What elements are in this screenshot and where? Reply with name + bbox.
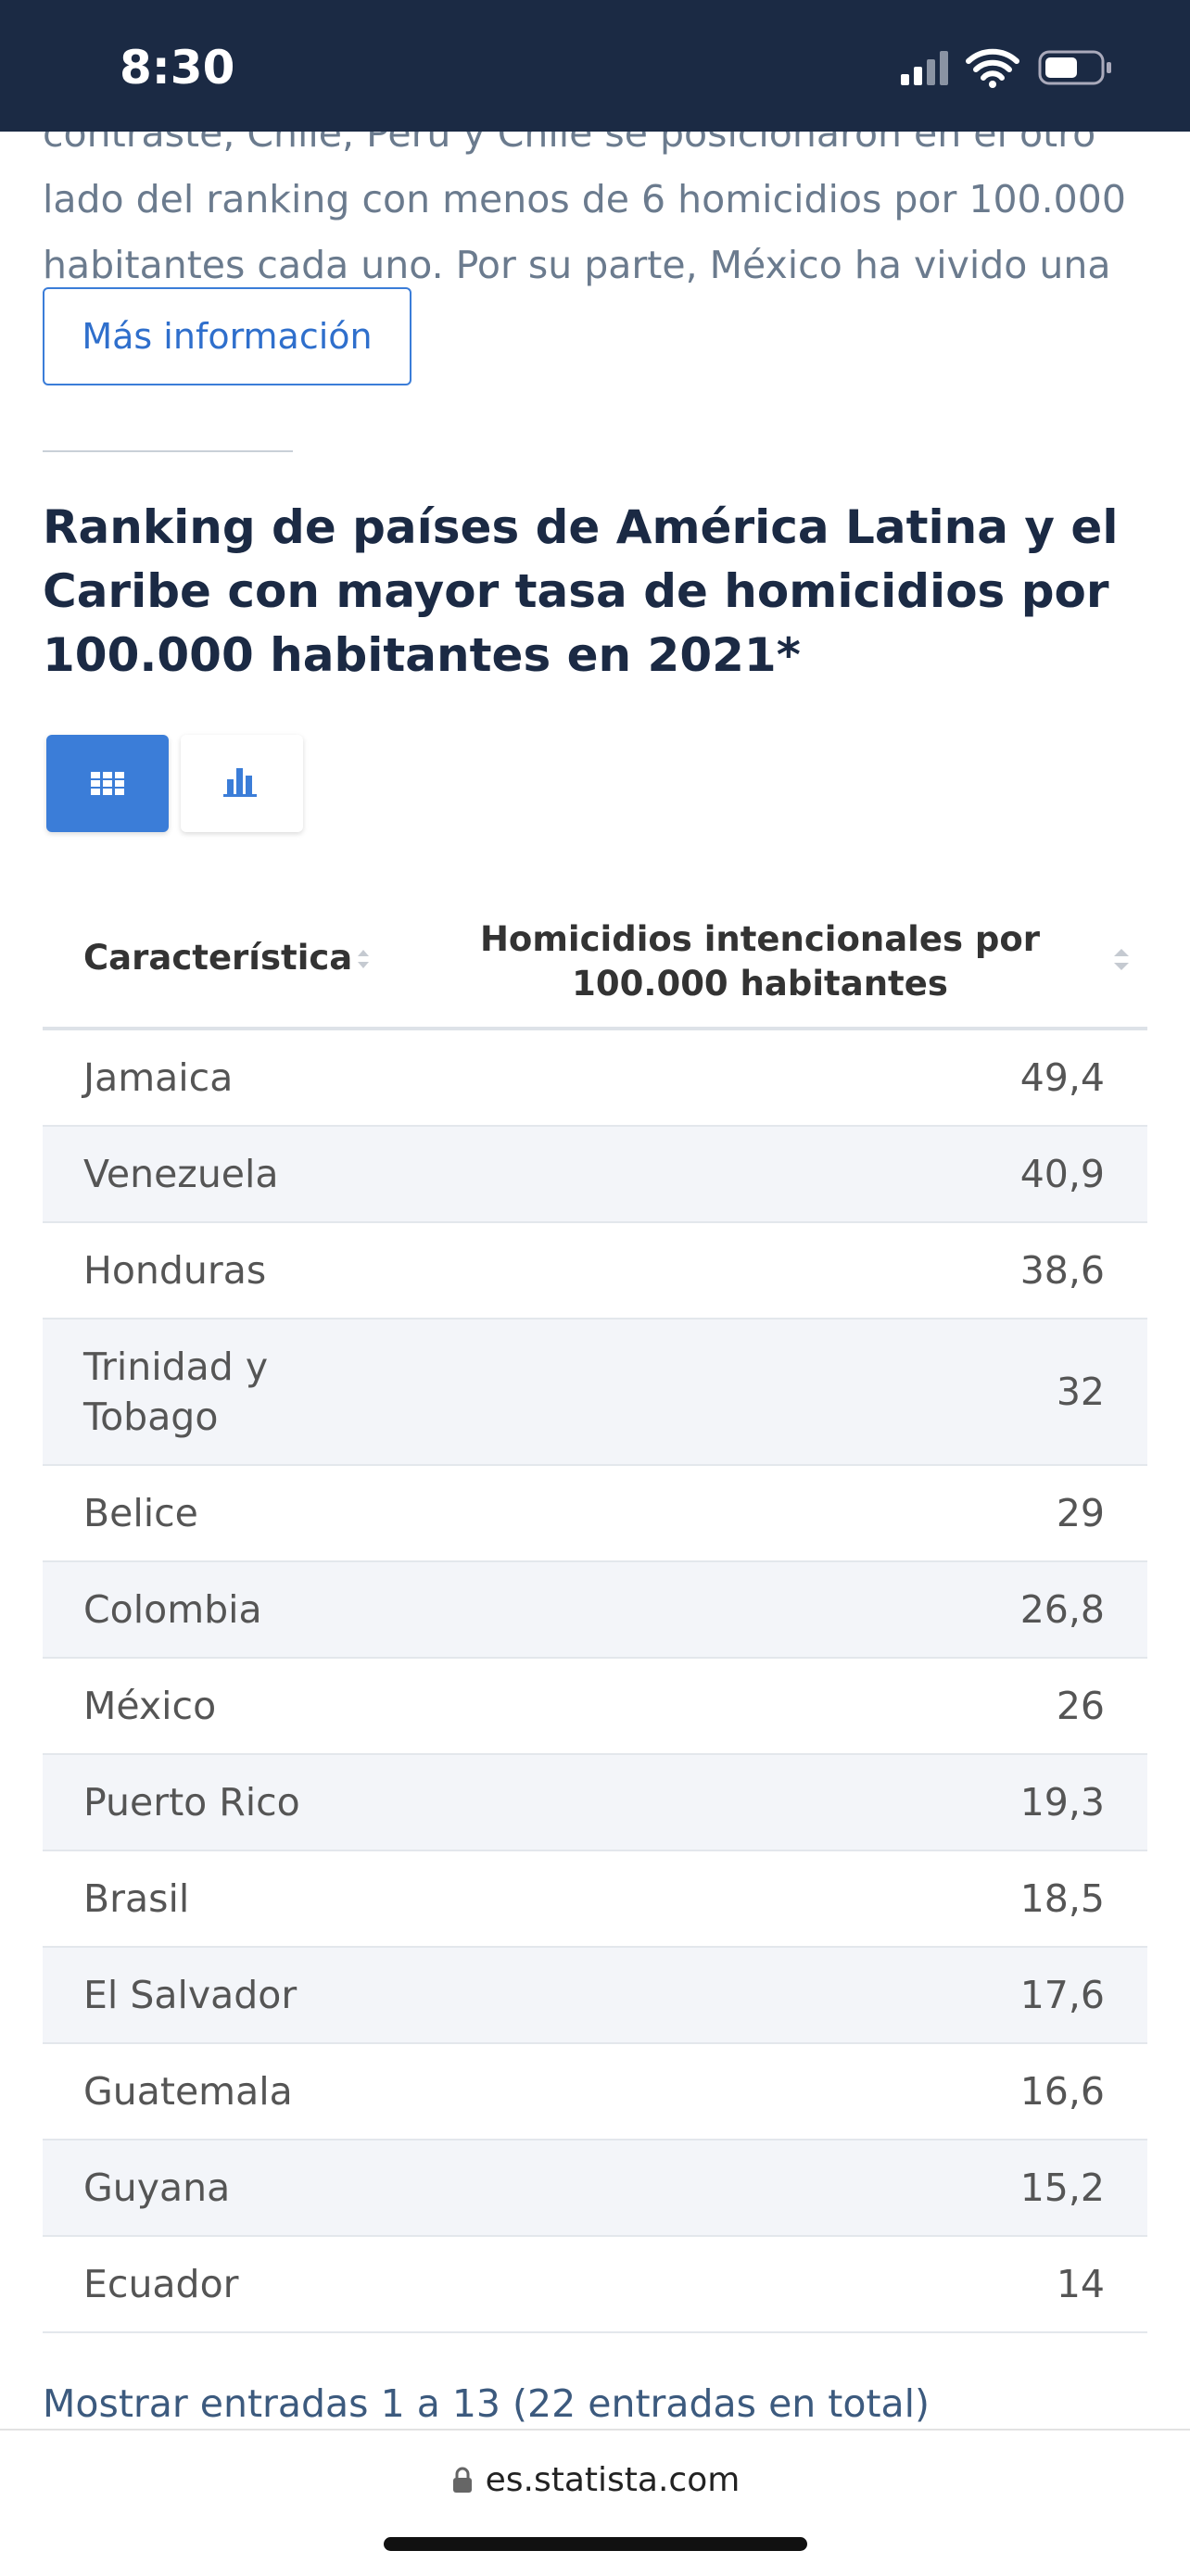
text-line: habitantes cada uno. Por su parte, Méxic… [43,243,1111,287]
entries-info: Mostrar entradas 1 a 13 (22 entradas en … [43,2381,930,2426]
table-row: Venezuela 40,9 [43,1127,1147,1223]
text-line: lado del ranking con menos de 6 homicidi… [43,177,1126,221]
table-row: Jamaica 49,4 [43,1030,1147,1127]
rate: 49,4 [1019,1055,1105,1100]
header-text: Homicidios intencionales por 100.000 hab… [479,919,1041,1004]
table-view-toggle[interactable] [46,735,169,832]
status-bar: 8:30 [0,0,1190,132]
browser-bar [0,2429,1190,2576]
country: El Salvador [83,1973,298,2017]
rate: 15,2 [1019,2166,1105,2210]
table-row: Trinidad y Tobago 32 [43,1320,1147,1466]
grid-icon [91,772,124,795]
country: Belice [83,1491,198,1535]
table-row: Guyana 15,2 [43,2140,1147,2237]
rate: 40,9 [1019,1152,1105,1196]
country: Guatemala [83,2069,293,2114]
url-text: es.statista.com [485,2461,741,2499]
country: Guyana [83,2166,231,2210]
more-info-button[interactable]: Más información [43,287,411,385]
country: Venezuela [83,1152,279,1196]
country: Colombia [83,1587,262,1632]
table-row: Puerto Rico 19,3 [43,1755,1147,1851]
rate: 16,6 [1019,2069,1105,2114]
home-indicator [384,2537,807,2551]
rate: 26 [1056,1684,1105,1728]
rate: 17,6 [1019,1973,1105,2017]
url[interactable]: es.statista.com [0,2461,1190,2499]
sort-icon [358,949,370,968]
column-header[interactable]: Característica [83,938,374,979]
rate: 38,6 [1019,1248,1105,1293]
lock-icon [452,2467,472,2493]
section-title: Ranking de países de América Latina y el… [43,500,1119,682]
table-row: México 26 [43,1659,1147,1755]
status-icons [901,48,1111,88]
bar-icon [223,768,257,797]
divider [43,450,293,452]
table-row: Ecuador 14 [43,2237,1147,2333]
time: 8:30 [120,41,235,95]
rate: 19,3 [1019,1780,1105,1825]
header-text: Característica [83,938,353,978]
rate: 14 [1056,2262,1105,2306]
header-line [43,1027,1147,1030]
table-row: Guatemala 16,6 [43,2044,1147,2140]
rate: 18,5 [1019,1876,1105,1921]
rate: 32 [1056,1370,1105,1414]
country: Honduras [83,1248,267,1293]
country: Puerto Rico [83,1780,300,1825]
table-row: Brasil 18,5 [43,1851,1147,1948]
country: Ecuador [83,2262,239,2306]
sort-icon [1114,949,1129,970]
table-row: Belice 29 [43,1466,1147,1562]
table-row: Honduras 38,6 [43,1223,1147,1320]
country: Brasil [83,1876,190,1921]
country: Jamaica [83,1055,234,1100]
country: México [83,1684,217,1728]
table-row: El Salvador 17,6 [43,1948,1147,2044]
country: Trinidad y Tobago [83,1345,269,1439]
rate: 29 [1056,1491,1105,1535]
column-header[interactable]: Homicidios intencionales por 100.000 hab… [408,917,1112,1006]
table-row: Colombia 26,8 [43,1562,1147,1659]
rate: 26,8 [1019,1587,1105,1632]
chart-view-toggle[interactable] [181,735,303,832]
